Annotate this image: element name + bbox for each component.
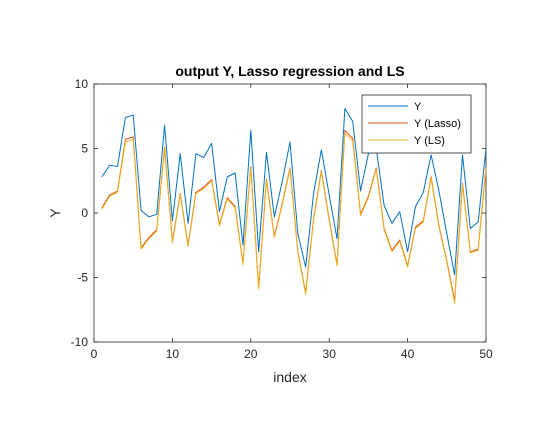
- series-line-3: [101, 132, 487, 304]
- x-tick-label: 10: [166, 347, 180, 361]
- legend: Y Y (Lasso) Y (LS): [361, 94, 472, 154]
- y-tick-label: -10: [71, 335, 89, 349]
- x-tick-label: 40: [401, 347, 415, 361]
- legend-label-1: Y: [414, 101, 422, 113]
- ticks-layer: 0 10 20 30 40 50 -10 -5 0 5 10: [71, 77, 493, 361]
- y-axis-label: Y: [47, 208, 63, 218]
- legend-label-2: Y (Lasso): [414, 118, 461, 130]
- y-tick-label: 5: [81, 142, 88, 156]
- y-tick-label: 10: [75, 77, 89, 91]
- chart-title: output Y, Lasso regression and LS: [175, 63, 404, 79]
- x-tick-label: 20: [244, 347, 258, 361]
- x-axis-label: index: [273, 369, 306, 385]
- x-tick-label: 50: [479, 347, 493, 361]
- legend-label-3: Y (LS): [414, 135, 445, 147]
- x-tick-label: 0: [91, 347, 98, 361]
- y-tick-label: 0: [81, 206, 88, 220]
- x-tick-label: 30: [323, 347, 337, 361]
- y-tick-label: -5: [77, 271, 88, 285]
- series-layer: [101, 108, 487, 304]
- series-line-1: [101, 108, 487, 276]
- legend-box: [361, 94, 472, 154]
